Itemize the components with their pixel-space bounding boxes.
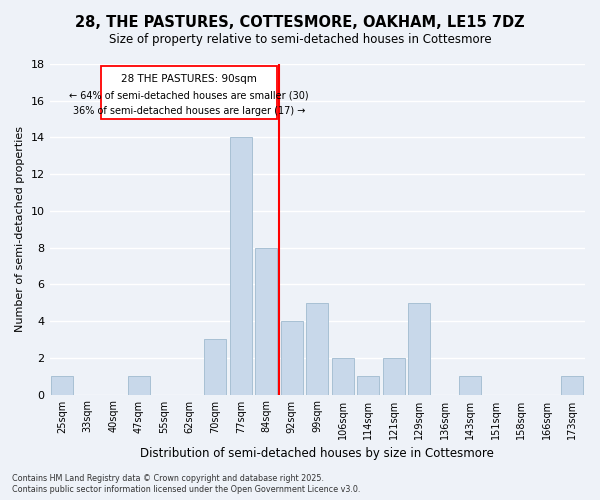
Bar (409, 302, 430, 394)
Y-axis label: Number of semi-detached properties: Number of semi-detached properties (15, 126, 25, 332)
Text: 28, THE PASTURES, COTTESMORE, OAKHAM, LE15 7DZ: 28, THE PASTURES, COTTESMORE, OAKHAM, LE… (75, 15, 525, 30)
Text: 28 THE PASTURES: 90sqm: 28 THE PASTURES: 90sqm (121, 74, 257, 84)
Bar (128, 376, 149, 394)
X-axis label: Distribution of semi-detached houses by size in Cottesmore: Distribution of semi-detached houses by … (140, 447, 494, 460)
Text: 36% of semi-detached houses are larger (17) →: 36% of semi-detached houses are larger (… (73, 106, 305, 117)
FancyBboxPatch shape (101, 66, 277, 119)
Text: Contains HM Land Registry data © Crown copyright and database right 2025.
Contai: Contains HM Land Registry data © Crown c… (12, 474, 361, 494)
Bar (383, 358, 404, 395)
Bar (205, 340, 226, 394)
Bar (307, 302, 328, 394)
Bar (460, 376, 481, 394)
Text: Size of property relative to semi-detached houses in Cottesmore: Size of property relative to semi-detach… (109, 32, 491, 46)
Bar (358, 376, 379, 394)
Text: ← 64% of semi-detached houses are smaller (30): ← 64% of semi-detached houses are smalle… (69, 90, 308, 100)
Bar (332, 358, 353, 395)
Bar (230, 138, 251, 394)
Bar (281, 321, 302, 394)
Bar (52, 376, 73, 394)
Bar (562, 376, 583, 394)
Bar (256, 248, 277, 394)
